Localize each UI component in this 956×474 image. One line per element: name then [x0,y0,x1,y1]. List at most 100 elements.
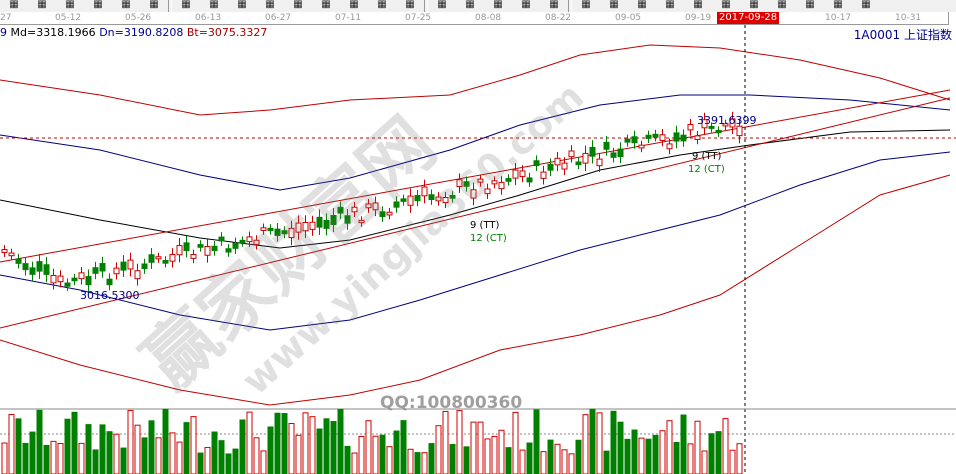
volume-bar [288,422,295,474]
current-date-marker: 2017-09-28 [717,12,780,24]
brush-icon[interactable]: ▦ [637,0,647,10]
indicator-readout: 9 Md=3318.1966 Dn=3190.8208 Bt=3075.3327 [0,26,267,39]
z4-icon[interactable]: ▦ [805,0,815,10]
win-icon[interactable]: ▦ [121,0,131,10]
bar-line-icon[interactable]: ▦ [65,0,75,10]
candle [442,197,449,204]
candle [666,143,673,150]
candle [617,148,624,158]
grid2-icon[interactable]: ▦ [377,0,387,10]
volume-bar [71,411,78,474]
candle [344,215,351,224]
volume-bar [50,440,57,474]
candle [701,119,708,129]
volume-bar [610,410,617,474]
candle [64,282,71,287]
candle [680,134,687,142]
candle [610,152,617,158]
volume-bar [29,431,36,474]
volume-bar [379,434,386,474]
candle [505,178,512,182]
volume-bar [421,452,428,474]
z2-icon[interactable]: ▦ [749,0,759,10]
volume-bar [211,431,218,474]
h-line-icon[interactable]: ▦ [209,0,219,10]
candle [729,118,736,128]
candle [162,259,169,264]
candle [106,278,113,286]
candle [190,254,197,259]
volume-bar [442,410,449,474]
volume-bar [113,433,120,474]
gold-icon[interactable]: ▦ [609,0,619,10]
candle [302,221,309,232]
volume-bar [414,452,421,474]
tri-icon[interactable]: ▦ [349,0,359,10]
outer-upper-band [0,44,951,116]
candle [148,254,155,263]
candle [323,219,330,229]
date-axis: 27 05-12 05-26 06-13 06-27 07-11 07-25 08-08 08-… [0,12,949,25]
volume-bar [239,419,246,474]
candle [596,158,603,167]
candle [589,146,596,157]
lines-icon[interactable]: ▦ [321,0,331,10]
date-tick: 07-25 [405,13,432,23]
date-tick: 06-27 [265,13,292,23]
eye-icon[interactable]: ▦ [9,0,19,10]
volume-bar [617,421,624,474]
coin-icon[interactable]: ▦ [581,0,591,10]
dn-value: Dn=3190.8208 [99,26,184,39]
volume-bar [15,418,22,474]
draw-box-icon[interactable]: ▦ [37,0,47,10]
candle [463,181,470,187]
candle [232,242,239,249]
ruler-icon[interactable]: ▦ [465,0,475,10]
volume-bar [561,449,568,474]
volume-bar [470,421,477,474]
gold2-icon[interactable]: ▦ [693,0,703,10]
percent-2-icon[interactable]: ▦ [521,0,531,10]
grid3-icon[interactable]: ▦ [405,0,415,10]
candle [239,239,246,243]
volume-bar [22,442,29,474]
candle [435,196,442,202]
volume-bar [253,437,260,474]
box-fan-icon[interactable]: ▦ [265,0,275,10]
candle [568,150,575,158]
candle [288,227,295,239]
fan-icon[interactable]: ▦ [237,0,247,10]
volume-bar [43,444,50,474]
volume-bar [407,448,414,474]
percent-3-icon[interactable]: ▦ [549,0,559,10]
volume-bar [183,422,190,474]
candle [197,244,204,248]
candle [358,219,365,224]
candle [652,133,659,138]
z1-icon[interactable]: ▦ [721,0,731,10]
pyramid-icon[interactable]: ▦ [665,0,675,10]
candle [85,276,92,286]
volume-bar [169,432,176,474]
candle [547,163,554,171]
grid-icon[interactable]: ▦ [149,0,159,10]
god-icon[interactable]: ▦ [93,0,103,10]
volume-bar [246,411,253,474]
z6-icon[interactable]: ▦ [861,0,871,10]
candle [400,198,407,202]
candle [204,245,211,256]
z3-icon[interactable]: ▦ [777,0,787,10]
percent-1-icon[interactable]: ▦ [493,0,503,10]
arrow-icon[interactable]: ▦ [437,0,447,10]
lower-band [0,151,951,331]
candle [659,134,666,141]
split-icon[interactable]: ▦ [181,0,191,10]
candle [29,267,36,275]
candle [393,201,400,208]
candle [386,211,393,216]
z5-icon[interactable]: ▦ [833,0,843,10]
cross-icon[interactable]: ▦ [293,0,303,10]
volume-bar [120,447,127,474]
candle [309,221,316,230]
